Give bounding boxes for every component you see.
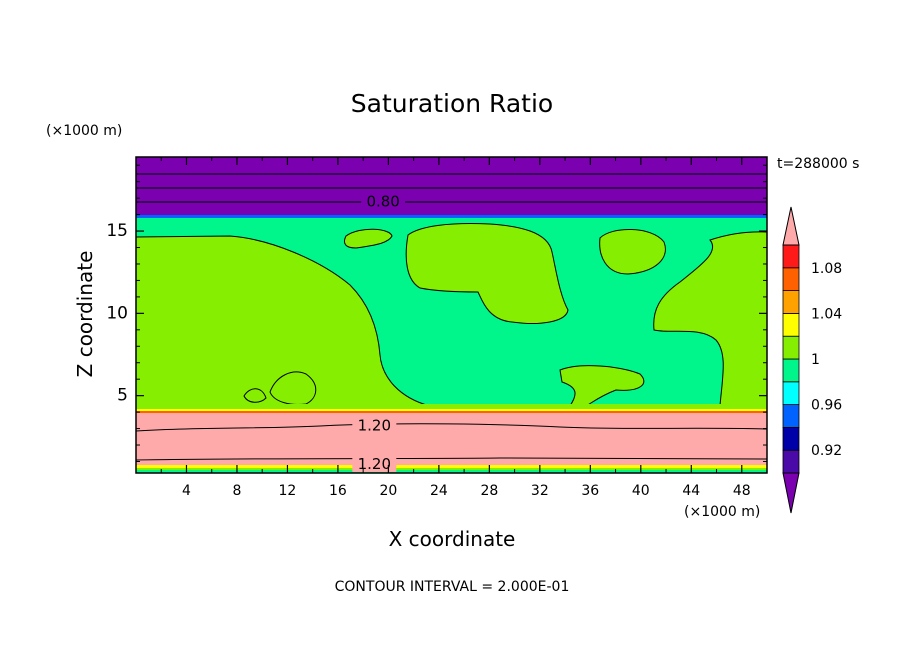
contour-label-bg [352, 415, 397, 434]
region-lower-moist [136, 413, 767, 473]
x-ticks: 4 8 12 16 20 24 28 32 36 40 44 48 [160, 157, 751, 499]
x-tick-label: 40 [632, 483, 650, 499]
colorbar-swatch [782, 335, 800, 360]
x-unit-label: (×1000 m) [684, 504, 760, 520]
contour-line-lower-1 [135, 423, 768, 432]
colorbar-swatch [782, 381, 800, 405]
y-tick-label: 15 [106, 221, 128, 241]
region-upper-dry [136, 157, 767, 217]
x-tick-label: 44 [682, 483, 700, 499]
x-tick-label: 16 [329, 483, 347, 499]
x-axis-label: X coordinate [389, 527, 516, 551]
z-unit-label: (×1000 m) [46, 123, 122, 139]
colorbar-label: 1 [811, 352, 820, 368]
region-transition-band [136, 215, 767, 218]
plot-field [135, 157, 768, 473]
contour-interval-footer: CONTOUR INTERVAL = 2.000E-01 [335, 579, 570, 595]
colorbar-swatch [782, 426, 800, 451]
colorbar-label: 1.04 [811, 306, 842, 322]
colorbar-over-triangle [782, 206, 800, 246]
contour-label: 1.20 [358, 455, 391, 473]
x-tick-label: 28 [480, 483, 498, 499]
x-tick-label: 32 [531, 483, 549, 499]
region-lime-bottom-strip [136, 404, 767, 411]
x-tick-label: 24 [430, 483, 448, 499]
x-tick-label: 8 [232, 483, 241, 499]
region-lime-small-top [343, 228, 393, 249]
chart-title: Saturation Ratio [351, 89, 553, 118]
contour-labels: 0.80 1.20 1.20 [352, 191, 406, 473]
contour-label: 0.80 [366, 192, 399, 210]
band-bottom-cyan [136, 470, 767, 473]
region-lime-west [135, 235, 431, 407]
x-tick-label: 12 [279, 483, 297, 499]
colorbar-swatch [782, 244, 800, 269]
colorbar-swatch [782, 404, 800, 428]
region-lime-finger [559, 365, 645, 407]
y-axis-label: Z coordinate [73, 251, 97, 378]
region-lime-blob-a [269, 371, 317, 405]
plot-frame [135, 156, 768, 474]
colorbar-label: 0.92 [811, 443, 842, 459]
time-label: t=288000 s [777, 156, 859, 172]
contour-line-lower-2 [135, 457, 768, 461]
y-ticks: 5 10 15 [106, 164, 767, 462]
colorbar-under-triangle [782, 472, 800, 514]
colorbar-swatch [782, 290, 800, 314]
y-tick-label: 5 [117, 386, 128, 406]
region-lime-blob-b [243, 388, 267, 403]
colorbar-swatch [782, 312, 800, 337]
region-lime-east [599, 228, 666, 275]
colorbar-label: 1.08 [811, 261, 842, 277]
contour-label: 1.20 [358, 416, 391, 434]
x-tick-label: 4 [182, 483, 191, 499]
colorbar-swatch [782, 267, 800, 291]
colorbar-swatch [782, 358, 800, 383]
contour-label-bg [352, 453, 397, 472]
colorbar-label: 0.96 [811, 398, 842, 414]
x-tick-label: 48 [733, 483, 751, 499]
band-bottom-green [136, 468, 767, 470]
band-bottom-yellow [136, 465, 767, 468]
band-yellow [136, 409, 767, 411]
region-lime-central [405, 223, 569, 324]
colorbar: 0.92 0.96 1 1.04 1.08 [782, 206, 842, 514]
colorbar-swatch [782, 449, 800, 474]
band-orange [136, 411, 767, 413]
x-tick-label: 36 [581, 483, 599, 499]
contour-label-bg [361, 191, 406, 210]
y-tick-label: 10 [106, 303, 128, 323]
x-tick-label: 20 [379, 483, 397, 499]
